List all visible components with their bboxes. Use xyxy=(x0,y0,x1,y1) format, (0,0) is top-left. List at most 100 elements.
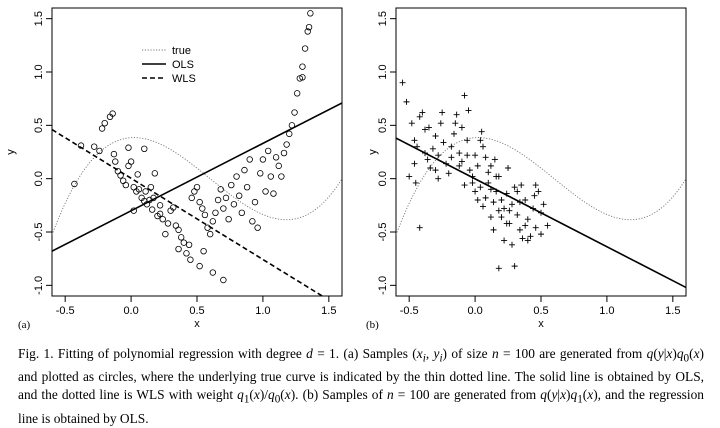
sample-point xyxy=(199,205,206,212)
panel-label: (a) xyxy=(18,319,31,331)
sample-point xyxy=(522,197,529,203)
sample-point xyxy=(267,173,275,180)
sample-point xyxy=(425,124,432,131)
sample-point xyxy=(147,183,155,191)
y-tick-label: 0.0 xyxy=(377,171,389,186)
caption-text: i xyxy=(422,352,426,365)
caption-text: | xyxy=(663,346,667,361)
sample-point xyxy=(424,156,431,163)
sample-point xyxy=(456,162,463,169)
sample-point xyxy=(193,183,201,191)
caption-text: n xyxy=(387,387,394,403)
sample-point xyxy=(469,173,476,180)
sample-point xyxy=(451,130,457,137)
caption-text: ) of size xyxy=(442,346,492,361)
sample-point xyxy=(246,156,253,163)
sample-point xyxy=(480,203,486,210)
sample-point xyxy=(112,158,119,165)
sample-point xyxy=(249,218,256,225)
caption-text: ) xyxy=(566,387,571,403)
sample-point xyxy=(183,250,190,257)
plot-frame xyxy=(395,7,687,297)
caption-text: y xyxy=(657,346,664,361)
caption-text: x xyxy=(587,387,594,403)
sample-point xyxy=(164,220,172,227)
sample-point xyxy=(222,194,230,202)
caption-text: q xyxy=(540,387,547,403)
sample-point xyxy=(461,182,468,189)
caption-text: x xyxy=(416,346,423,361)
sample-point xyxy=(228,181,235,189)
sample-point xyxy=(448,154,455,161)
sample-point xyxy=(151,170,159,177)
sample-point xyxy=(448,143,455,150)
sample-point xyxy=(514,211,521,218)
sample-point xyxy=(187,256,194,263)
sample-point xyxy=(461,92,468,99)
sample-point xyxy=(493,188,500,195)
sample-point xyxy=(406,173,413,180)
sample-point xyxy=(538,209,544,216)
sample-point xyxy=(416,224,423,231)
sample-point xyxy=(293,90,301,97)
sample-point xyxy=(527,233,534,240)
caption-text: ( xyxy=(653,346,658,361)
sample-point xyxy=(411,160,418,167)
sample-point xyxy=(458,124,465,131)
sample-point xyxy=(516,199,523,206)
sample-point xyxy=(509,241,515,248)
sample-point xyxy=(495,265,502,272)
sample-point xyxy=(422,126,428,133)
ols-line xyxy=(52,102,342,252)
y-tick-label: -1.0 xyxy=(33,276,45,295)
sample-point xyxy=(212,209,219,216)
sample-point xyxy=(503,190,510,197)
y-tick-label: 1.5 xyxy=(33,11,45,26)
y-tick-label: 0.0 xyxy=(33,171,45,186)
sample-point xyxy=(291,109,298,116)
y-axis-label: y xyxy=(5,149,17,155)
x-axis-label: x xyxy=(538,318,544,330)
legend: true OLS WLS xyxy=(142,45,196,85)
sample-point xyxy=(235,192,243,199)
y-tick-label: -1.0 xyxy=(377,276,389,295)
sample-point xyxy=(251,198,259,206)
sample-point xyxy=(200,247,207,255)
sample-point xyxy=(487,214,494,221)
sample-point xyxy=(452,120,459,127)
sample-point xyxy=(278,173,285,180)
sample-point xyxy=(429,145,436,152)
sample-point xyxy=(540,201,547,208)
sample-point xyxy=(238,209,246,216)
sample-point xyxy=(141,145,148,152)
figure-caption: Fig. 1. Fitting of polynomial regression… xyxy=(18,345,704,428)
sample-point xyxy=(262,188,269,195)
sample-point xyxy=(465,107,472,114)
sample-point xyxy=(480,143,486,150)
sample-point xyxy=(511,184,518,191)
sample-point xyxy=(435,152,442,159)
caption-text: = 100 are generated from xyxy=(393,387,541,403)
sample-point xyxy=(286,130,293,138)
sample-point xyxy=(122,181,130,189)
sample-point xyxy=(469,179,476,186)
sample-point xyxy=(209,269,217,276)
sample-point xyxy=(472,188,479,195)
plot-area xyxy=(52,10,342,296)
caption-text: x xyxy=(693,346,700,361)
sample-point xyxy=(175,245,182,253)
sample-point xyxy=(225,215,232,223)
sample-point xyxy=(412,179,419,186)
sample-point xyxy=(439,109,446,116)
sample-point xyxy=(464,152,471,159)
wls-line xyxy=(52,128,323,296)
sample-point xyxy=(150,194,157,202)
sample-point xyxy=(299,63,306,70)
sample-point xyxy=(482,194,489,201)
sample-point xyxy=(427,165,434,171)
sample-point xyxy=(414,143,421,150)
sample-point xyxy=(283,141,290,148)
true-curve xyxy=(396,137,686,236)
sample-point xyxy=(485,179,492,186)
caption-text: ( xyxy=(582,387,588,403)
